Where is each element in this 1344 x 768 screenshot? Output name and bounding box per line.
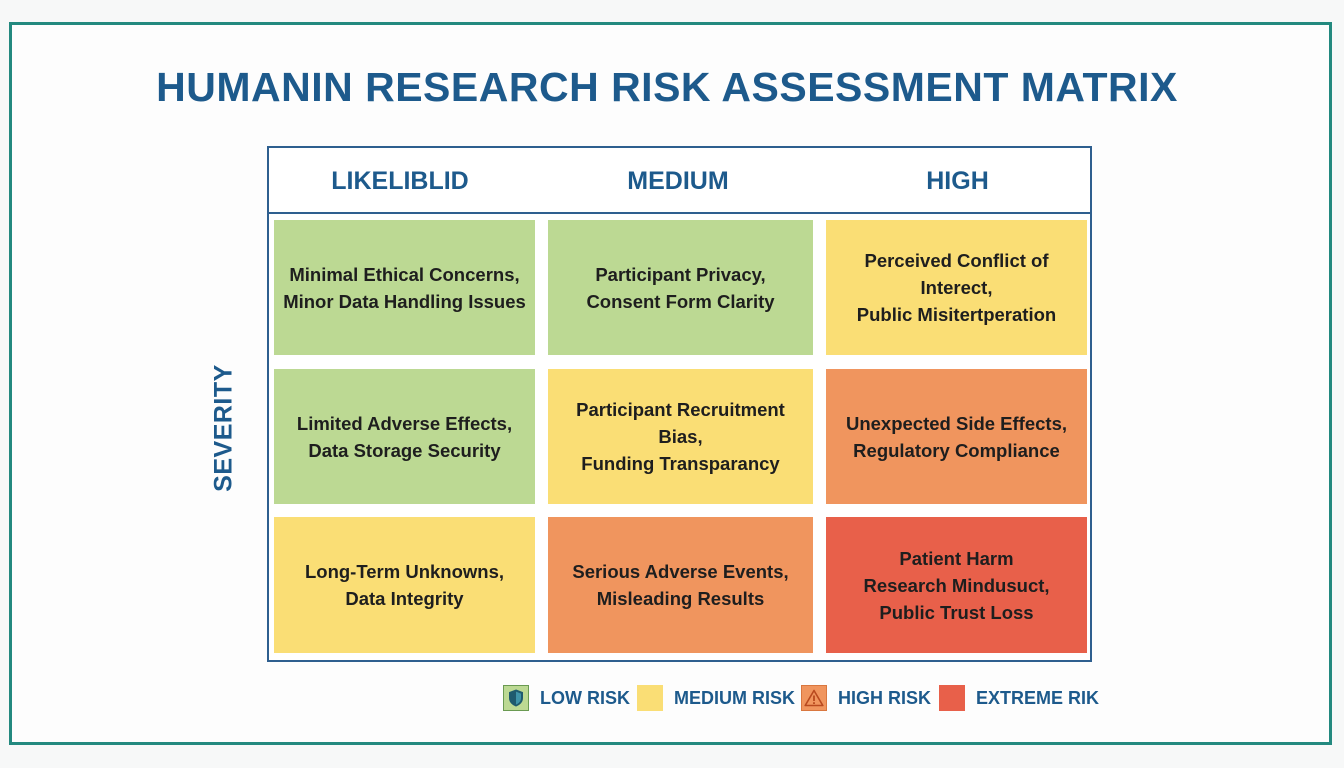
matrix-cell-text: Patient Harm Research Mindusuct, Public …: [863, 547, 1050, 623]
legend-medium-risk: MEDIUM RISK: [637, 684, 795, 712]
matrix-cell-text: Perceived Conflict of Interect, Public M…: [856, 250, 1057, 325]
matrix-cell-text: Unexpected Side Effects, Regulatory Comp…: [845, 412, 1068, 461]
matrix-cell-r1-c3: Perceived Conflict of Interect, Public M…: [826, 220, 1087, 355]
page-title: HUMANIN RESEARCH RISK ASSESSMENT MATRIX: [156, 64, 1178, 110]
column-header-high: HIGH: [926, 167, 989, 195]
shield-icon: [509, 689, 523, 707]
matrix-cell-text: Participant Recruitment Bias, Funding Tr…: [576, 399, 785, 474]
matrix-cell-r3-c3: Patient Harm Research Mindusuct, Public …: [826, 517, 1087, 653]
legend-label: LOW RISK: [540, 687, 630, 708]
matrix-header-row: LIKELIBLID MEDIUM HIGH: [269, 148, 1090, 214]
legend-label: MEDIUM RISK: [674, 687, 795, 708]
legend-high-risk: HIGH RISK: [801, 684, 931, 712]
legend-label: EXTREME RIK: [976, 687, 1100, 708]
matrix-cell-text: Participant Privacy, Consent Form Clarit…: [586, 263, 775, 312]
matrix-cell-r1-c1: Minimal Ethical Concerns, Minor Data Han…: [274, 220, 535, 355]
risk-matrix: LIKELIBLID MEDIUM HIGH Minimal Ethical C…: [267, 146, 1092, 662]
severity-axis-label: SEVERITY: [209, 364, 238, 492]
column-header-likelihood: LIKELIBLID: [331, 167, 469, 195]
matrix-cell-r2-c1: Limited Adverse Effects, Data Storage Se…: [274, 369, 535, 504]
legend-low-risk: LOW RISK: [503, 684, 630, 712]
matrix-cell-text: Serious Adverse Events, Misleading Resul…: [572, 561, 789, 609]
medium-risk-swatch: [637, 685, 663, 711]
legend-extreme-risk: EXTREME RIK: [939, 684, 1099, 712]
matrix-cell-text: Limited Adverse Effects, Data Storage Se…: [296, 412, 513, 461]
matrix-cell-text: Long-Term Unknowns, Data Integrity: [304, 561, 505, 609]
matrix-cell-text: Minimal Ethical Concerns, Minor Data Han…: [283, 263, 526, 312]
low-risk-swatch: [503, 685, 529, 711]
matrix-cell-r3-c2: Serious Adverse Events, Misleading Resul…: [548, 517, 813, 653]
extreme-risk-swatch: [939, 685, 965, 711]
matrix-cell-r2-c3: Unexpected Side Effects, Regulatory Comp…: [826, 369, 1087, 504]
high-risk-swatch: [801, 685, 827, 711]
column-header-medium: MEDIUM: [627, 167, 729, 195]
matrix-cell-r3-c1: Long-Term Unknowns, Data Integrity: [274, 517, 535, 653]
matrix-cell-r1-c2: Participant Privacy, Consent Form Clarit…: [548, 220, 813, 355]
matrix-cell-r2-c2: Participant Recruitment Bias, Funding Tr…: [548, 369, 813, 504]
warning-icon: [804, 689, 824, 707]
legend-label: HIGH RISK: [838, 687, 932, 708]
